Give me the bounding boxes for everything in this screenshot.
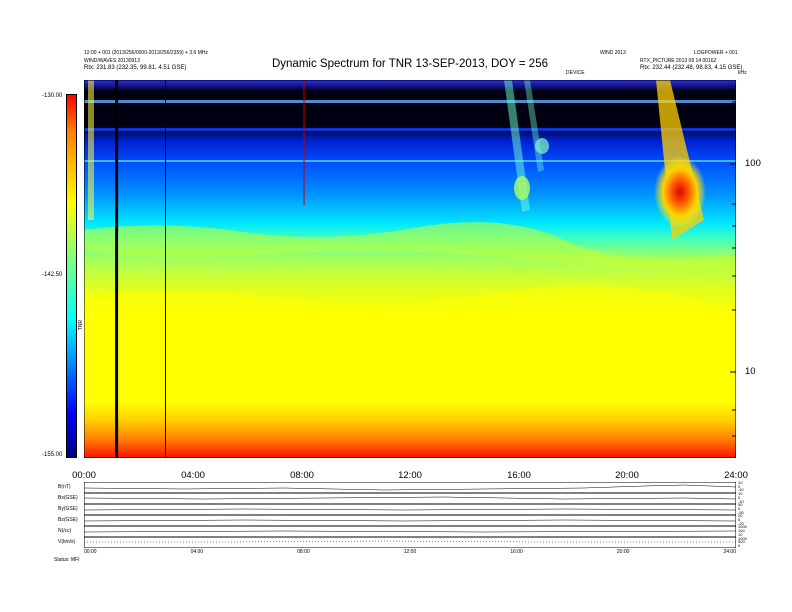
strong-burst-core	[654, 156, 706, 228]
burst-blob-2	[535, 138, 549, 154]
header-left-line2: WIND/WAVES 20130913	[84, 58, 140, 64]
x-tick-6: 24:00	[724, 470, 748, 481]
left-edge-emission	[88, 80, 94, 220]
lower-x-tick: 16:00	[510, 549, 523, 555]
lower-scale-label: -20	[738, 520, 744, 526]
lower-right-scale: 10 0 -10 10 0 -10 50 0 -50 20 0 -20 1000 100 10 1000 500…	[738, 481, 747, 548]
lower-x-ticks: 00:00 04:00 08:00 12:00 16:00 20:00 24:0…	[84, 549, 736, 555]
chart-title: Dynamic Spectrum for TNR 13-SEP-2013, DO…	[271, 58, 548, 70]
lower-scale-label: 0	[738, 494, 741, 500]
band-transition	[84, 222, 736, 275]
right-axis-unit: kHz	[738, 70, 747, 76]
x-tick-5: 20:00	[615, 470, 639, 481]
lower-scale-label: 0	[738, 505, 741, 511]
lower-scale-label: 10	[738, 491, 743, 497]
lower-footer: Status: MFI	[54, 557, 80, 563]
lower-scale-label: 0	[738, 483, 741, 489]
colorbar-mid-label: -142.50	[42, 272, 63, 278]
lower-scale-label: 0	[738, 542, 741, 548]
lower-scale-label: 10	[738, 531, 743, 537]
lower-scale-label: -50	[738, 509, 744, 515]
x-tick-1: 04:00	[181, 470, 205, 481]
lower-row-labels: B(nT) Bx(GSE) By(GSE) Bz(GSE) N(/cc) V(k…	[58, 482, 78, 548]
lower-x-tick: 08:00	[297, 549, 310, 555]
colorbar	[66, 94, 77, 458]
header-right-line1: WIND 2013	[600, 50, 626, 56]
lower-panel-traces	[84, 484, 736, 543]
lower-panels	[84, 482, 736, 548]
vertical-markers	[115, 80, 305, 458]
header-left-line1: 12:00 + 001 (2013/256/0000-2013/256/2359…	[84, 50, 208, 56]
band-line-upper	[84, 100, 736, 103]
header-center-small: DEVICE	[566, 70, 585, 76]
row-label: Bz(GSE)	[58, 517, 78, 523]
row-label: N(/cc)	[58, 528, 72, 534]
lower-scale-label: 0	[738, 517, 741, 523]
x-tick-4: 16:00	[507, 470, 531, 481]
x-tick-3: 12:00	[398, 470, 422, 481]
row-label: Bx(GSE)	[58, 495, 78, 501]
lower-scale-label: -10	[738, 487, 744, 493]
header-right-line2: LOGPOWER + 001	[694, 50, 738, 56]
right-axis-label-100: 100	[745, 158, 761, 169]
band-line-lower	[84, 128, 736, 131]
lower-scale-label: 1000	[738, 524, 747, 530]
burst-blob-1	[514, 176, 530, 200]
lower-panel-dividers	[84, 492, 736, 538]
lower-scale-label: 100	[738, 528, 745, 534]
lower-scale-label: 20	[738, 513, 743, 519]
spectrogram	[84, 80, 736, 458]
row-label: B(nT)	[58, 484, 71, 490]
x-tick-2: 08:00	[290, 470, 314, 481]
right-axis-label-10: 10	[745, 366, 756, 377]
lower-x-tick: 12:00	[403, 549, 417, 555]
colorbar-top-label: -130.00	[42, 93, 63, 99]
header-left-line3: Rtx: 231.83 (232.35, 99.81, 4.51 GSE)	[84, 65, 187, 71]
lower-scale-label: 50	[738, 502, 743, 508]
colorbar-bottom-label: -155.00	[42, 452, 63, 458]
row-label: V(km/s)	[58, 539, 76, 545]
row-label: By(GSE)	[58, 506, 78, 512]
lower-scale-label: 500	[738, 539, 745, 545]
lower-x-tick: 00:00	[84, 549, 97, 555]
right-axis-ticks	[730, 101, 736, 437]
lower-scale-label: -10	[738, 498, 744, 504]
x-tick-0: 00:00	[72, 470, 96, 481]
header-right-line4: Rtx: 232.44 (232.48, 98.83, 4.15 GSE)	[640, 65, 743, 71]
lower-x-tick: 20:00	[616, 549, 630, 555]
lower-x-tick: 04:00	[190, 549, 204, 555]
header-right-line3: RTX_PICTURE 2013 09 14 0016Z	[640, 58, 717, 64]
spectrum-background	[84, 80, 736, 458]
lower-scale-label: 10	[738, 480, 743, 485]
lower-x-tick: 24:00	[723, 549, 736, 555]
band-yellow-ripple	[84, 285, 736, 325]
lower-scale-label: 1000	[738, 535, 747, 541]
band-line-cyan	[84, 160, 736, 162]
